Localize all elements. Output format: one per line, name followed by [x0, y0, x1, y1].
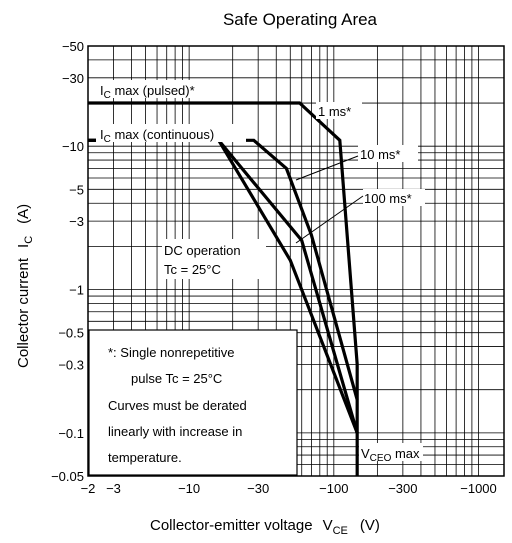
y-tick-label: −1	[69, 283, 84, 298]
label-1ms: 1 ms*	[318, 104, 351, 119]
y-tick-label: −3	[69, 214, 84, 229]
label-100ms: 100 ms*	[364, 191, 412, 206]
x-tick-label: −300	[388, 481, 417, 496]
ic-cont-label-bg	[96, 124, 246, 142]
y-tick-label: −10	[62, 139, 84, 154]
label-10ms: 10 ms*	[360, 147, 400, 162]
x-tick-label: −3	[106, 481, 121, 496]
y-tick-label: −0.05	[51, 469, 84, 484]
label-10ms-leader	[295, 155, 359, 181]
label-1ms-bg	[316, 102, 362, 119]
x-axis-title: Collector-emitter voltage VCE (V)	[150, 517, 380, 537]
tick-labels: −2 −3 −10 −30 −100 −300 −1000 −50 −30 −10 −5 −3 −1 −0…	[51, 39, 497, 496]
x-tick-label: −10	[178, 481, 200, 496]
chart-title: Safe Operating Area	[223, 10, 378, 29]
ic-pulsed-label: IC max (pulsed)*	[100, 83, 195, 101]
note-line-2: pulse Tc = 25°C	[131, 371, 222, 386]
plot-frame	[87, 45, 505, 477]
y-tick-label: −0.3	[58, 357, 84, 372]
vceo-max-label: VCEO max	[361, 446, 420, 464]
series-1ms	[88, 101, 359, 365]
y-tick-label: −50	[62, 39, 84, 54]
y-axis-title: Collector currentIC(A)	[15, 204, 35, 368]
ic-pulsed-label-bg	[96, 80, 224, 98]
vceo-label-bg	[359, 443, 423, 461]
note-line-4: linearly with increase in	[108, 424, 242, 439]
x-tick-label: −1000	[460, 481, 497, 496]
label-100ms-bg	[363, 189, 425, 206]
y-tick-label: −0.5	[58, 326, 84, 341]
x-tick-label: −30	[247, 481, 269, 496]
x-tick-label: −2	[81, 481, 96, 496]
note-line-1: *: Single nonrepetitive	[108, 345, 234, 360]
x-tick-label: −100	[319, 481, 348, 496]
note-line-5: temperature.	[108, 450, 182, 465]
dc-operation-label: DC operation	[164, 243, 241, 258]
note-line-3: Curves must be derated	[108, 398, 247, 413]
label-10ms-bg	[358, 145, 418, 162]
dc-tc-label: Tc = 25°C	[164, 262, 221, 277]
y-tick-label: −5	[69, 182, 84, 197]
y-tick-label: −0.1	[58, 426, 84, 441]
y-tick-label: −30	[62, 71, 84, 86]
dc-label-bg	[162, 239, 266, 279]
ic-cont-label: IC max (continuous)	[100, 127, 214, 145]
note-box	[88, 329, 298, 476]
label-100ms-leader	[295, 195, 364, 244]
